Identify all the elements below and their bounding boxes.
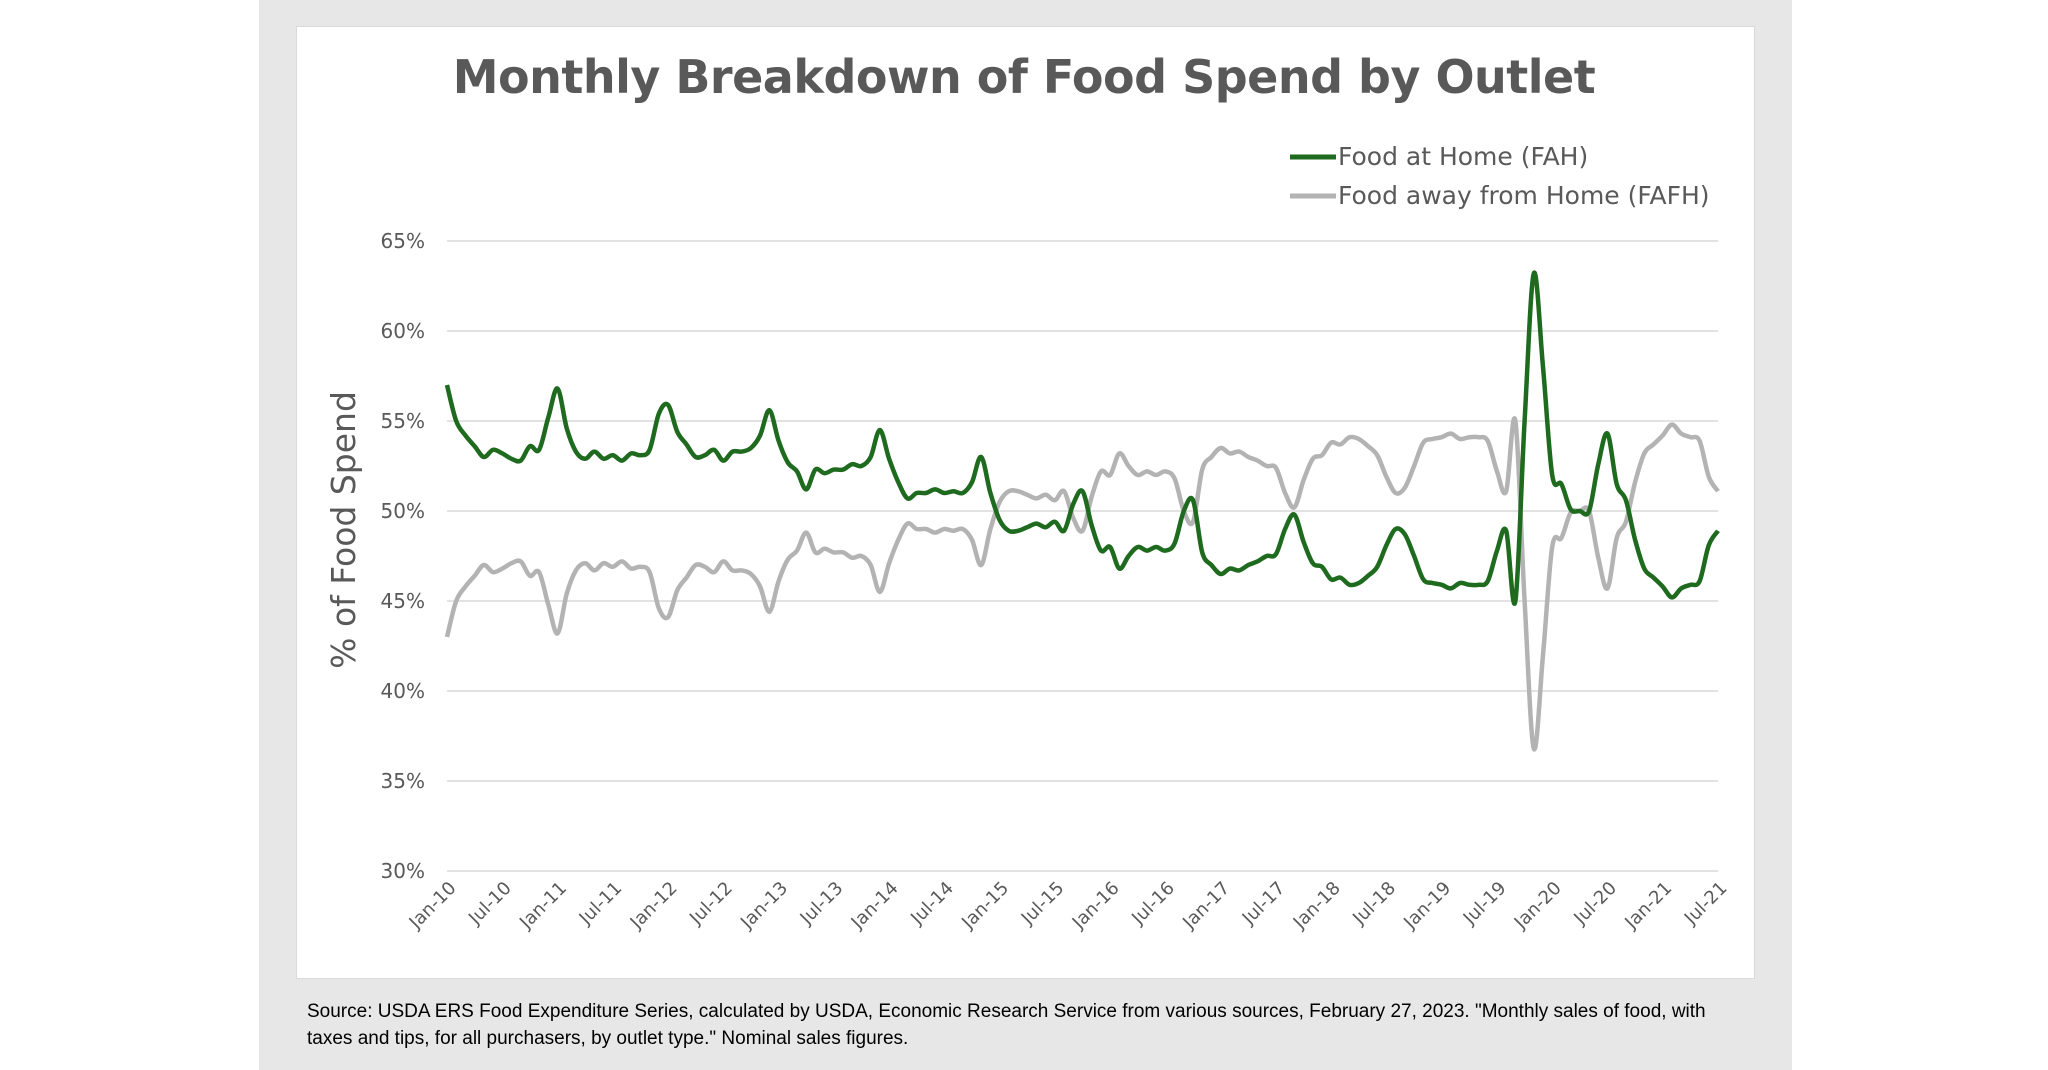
series-line-fah <box>444 270 1720 606</box>
x-tick-label: Jul-16 <box>1127 878 1179 930</box>
y-tick-label: 65% <box>381 229 425 253</box>
y-axis-label: % of Food Spend <box>324 391 363 669</box>
x-tick-label: Jul-11 <box>575 878 627 930</box>
x-tick-label: Jul-14 <box>906 878 958 930</box>
x-tick-label: Jan-14 <box>847 878 903 934</box>
chart-area <box>296 26 1755 979</box>
x-tick-label: Jan-19 <box>1399 878 1455 934</box>
legend-label-fah: Food at Home (FAH) <box>1338 142 1588 171</box>
y-tick-label: 45% <box>381 589 425 613</box>
x-tick-label: Jul-10 <box>464 878 516 930</box>
x-tick-label: Jan-13 <box>736 878 792 934</box>
x-tick-label: Jan-15 <box>957 878 1013 934</box>
x-tick-label: Jul-15 <box>1017 878 1069 930</box>
x-tick-label: Jan-12 <box>626 878 682 934</box>
y-tick-label: 40% <box>381 679 425 703</box>
x-tick-label: Jan-17 <box>1178 878 1234 934</box>
legend-label-fafh: Food away from Home (FAFH) <box>1338 181 1710 210</box>
x-tick-label: Jan-10 <box>405 878 461 934</box>
x-tick-label: Jul-12 <box>685 878 737 930</box>
x-tick-label: Jul-18 <box>1348 878 1400 930</box>
x-tick-label: Jul-21 <box>1680 878 1732 930</box>
y-tick-label: 60% <box>381 319 425 343</box>
source-note: Source: USDA ERS Food Expenditure Series… <box>307 1001 1706 1049</box>
x-tick-label: Jul-19 <box>1459 878 1511 930</box>
y-tick-label: 35% <box>381 769 425 793</box>
x-tick-label: Jan-21 <box>1620 878 1676 934</box>
x-tick-label: Jan-18 <box>1289 878 1345 934</box>
chart-title: Monthly Breakdown of Food Spend by Outle… <box>452 50 1596 104</box>
x-tick-label: Jul-17 <box>1238 878 1290 930</box>
legend: Food at Home (FAH) Food away from Home (… <box>1290 142 1710 210</box>
x-tick-label: Jan-11 <box>515 878 571 934</box>
x-tick-label: Jan-20 <box>1510 878 1566 934</box>
x-tick-label: Jan-16 <box>1068 878 1124 934</box>
y-tick-label: 30% <box>381 859 425 883</box>
y-tick-label: 55% <box>381 409 425 433</box>
x-tick-label: Jul-20 <box>1569 878 1621 930</box>
x-tick-label: Jul-13 <box>796 878 848 930</box>
y-tick-label: 50% <box>381 499 425 523</box>
series-line-fafh <box>444 416 1720 752</box>
